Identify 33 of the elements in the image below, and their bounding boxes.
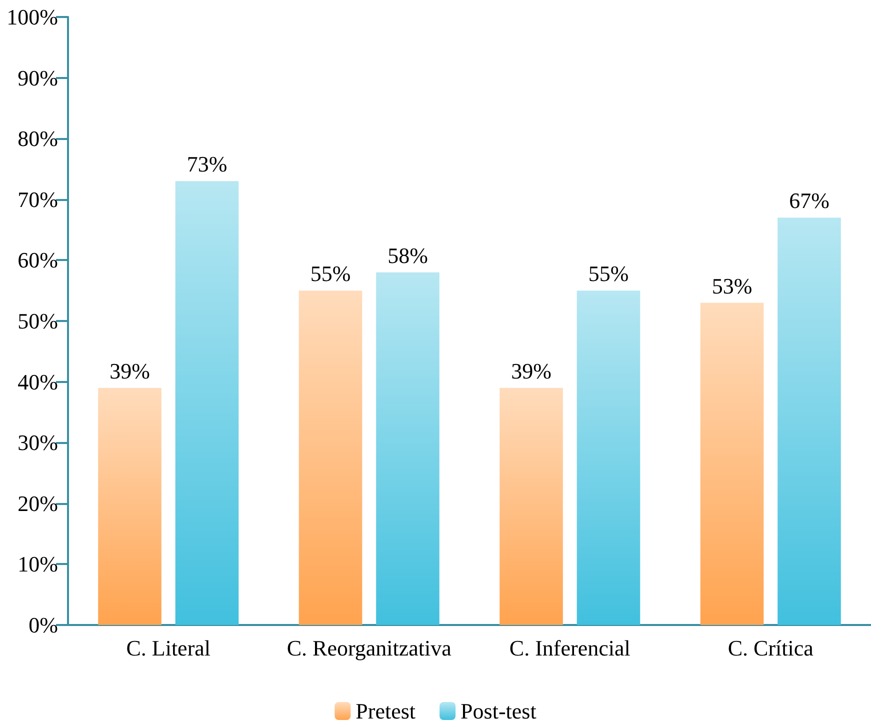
y-tick-label: 70% [18, 186, 58, 212]
data-label: 73% [186, 152, 228, 177]
bar [298, 290, 362, 625]
bar [778, 218, 841, 625]
bar [576, 290, 640, 625]
x-tick-label: C. Crítica [728, 636, 814, 660]
data-label: 55% [310, 261, 351, 286]
data-label: 39% [110, 358, 150, 384]
bar [98, 388, 162, 625]
y-tick-label: 60% [18, 248, 58, 273]
legend-label: Pretest [356, 698, 416, 724]
y-tick-label: 50% [18, 308, 58, 334]
bar [500, 388, 563, 625]
bar [175, 181, 239, 625]
x-tick-label: C. Literal [126, 636, 211, 660]
y-tick-label: 30% [18, 430, 58, 456]
y-tick-label: 0% [28, 612, 58, 638]
data-label: 58% [388, 242, 428, 268]
legend-label: Post-test [460, 698, 536, 724]
bar [700, 302, 764, 625]
y-tick-label: 100% [6, 4, 58, 30]
y-tick-label: 10% [18, 552, 58, 577]
y-tick-label: 20% [18, 490, 58, 516]
data-label: 55% [588, 261, 629, 286]
y-tick-label: 40% [18, 369, 58, 394]
data-label: 67% [789, 188, 830, 214]
data-label: 39% [511, 358, 552, 384]
y-tick-label: 90% [18, 65, 58, 90]
data-label: 53% [712, 273, 752, 298]
x-tick-label: C. Inferencial [509, 636, 630, 660]
bar [376, 272, 440, 625]
y-tick-label: 80% [18, 126, 58, 152]
x-tick-label: C. Reorganitzativa [286, 636, 452, 660]
